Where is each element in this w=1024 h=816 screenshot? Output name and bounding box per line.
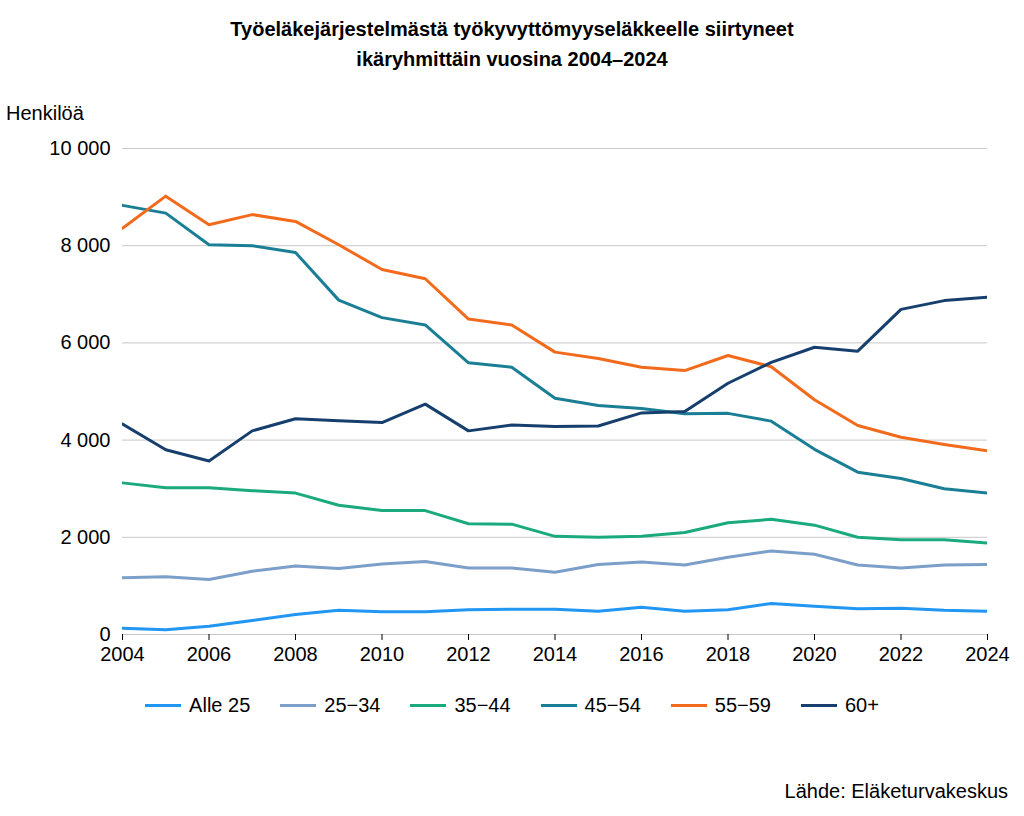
html-text:35−44: 35−44 — [454, 694, 511, 716]
html-text:Henkilöä: Henkilöä — [6, 102, 84, 124]
svg-text:2010: 2010 — [360, 643, 405, 665]
html-text:60+: 60+ — [845, 694, 879, 716]
html-text:Lähde: Eläketurvakeskus: Lähde: Eläketurvakeskus — [784, 780, 1008, 802]
svg-text:2022: 2022 — [879, 643, 924, 665]
svg-text:2012: 2012 — [446, 643, 491, 665]
svg-text:2 000: 2 000 — [60, 526, 110, 548]
html-text:Alle 25: Alle 25 — [189, 694, 251, 716]
svg-text:2018: 2018 — [706, 643, 751, 665]
svg-text:2024: 2024 — [965, 643, 1010, 665]
svg-text:2016: 2016 — [619, 643, 664, 665]
svg-text:8 000: 8 000 — [60, 234, 110, 256]
svg-text:6 000: 6 000 — [60, 331, 110, 353]
html-text:Työeläkejärjestelmästä työkyvy: Työeläkejärjestelmästä työkyvyttömyyselä… — [230, 18, 794, 70]
svg-text:2020: 2020 — [792, 643, 837, 665]
svg-text:4 000: 4 000 — [60, 429, 110, 451]
html-text:25−34: 25−34 — [324, 694, 381, 716]
svg-text:2004: 2004 — [100, 643, 145, 665]
svg-text:2014: 2014 — [533, 643, 578, 665]
html-text:55−59: 55−59 — [714, 694, 771, 716]
html-text:45−54: 45−54 — [584, 694, 641, 716]
svg-text:2006: 2006 — [187, 643, 232, 665]
svg-text:10 000: 10 000 — [49, 137, 110, 159]
svg-text:0: 0 — [99, 623, 110, 645]
svg-text:2008: 2008 — [273, 643, 318, 665]
